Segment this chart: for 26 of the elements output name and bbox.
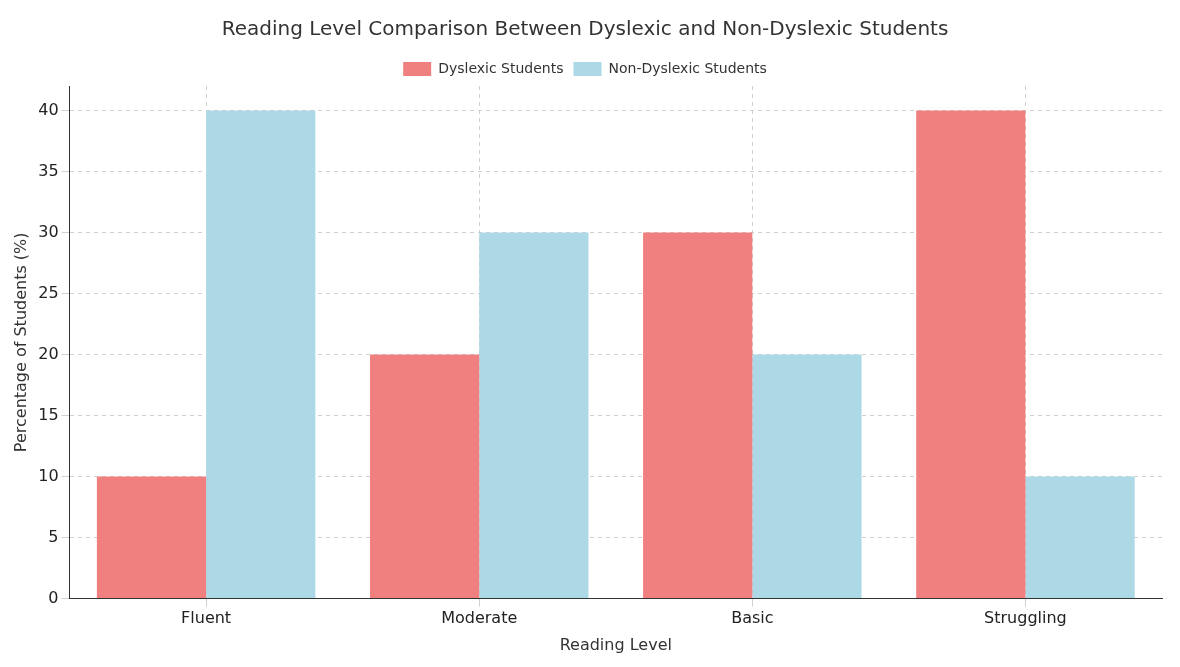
legend-label: Non-Dyslexic Students [608, 59, 767, 76]
y-tick-label: 0 [48, 587, 59, 607]
y-tick-label: 30 [38, 221, 59, 241]
bar [752, 354, 862, 599]
y-tick-label: 10 [38, 465, 59, 485]
y-tick-label: 20 [38, 343, 59, 363]
legend-label: Dyslexic Students [438, 59, 564, 76]
x-tick-label: Struggling [984, 608, 1067, 628]
y-tick-label: 40 [38, 99, 59, 119]
x-tick-label: Basic [731, 608, 774, 628]
y-tick-label: 15 [38, 404, 59, 424]
bar [206, 110, 316, 599]
bar [369, 354, 480, 599]
x-tick-label: Moderate [441, 608, 518, 628]
chart-title: Reading Level Comparison Between Dyslexic and Non-Dyslexic Students [221, 16, 949, 41]
bar [479, 232, 589, 599]
y-axis-title: Percentage of Students (%) [10, 232, 30, 453]
y-tick-label: 35 [38, 160, 59, 180]
y-tick-label: 25 [38, 282, 59, 302]
x-tick-label: Fluent [181, 608, 232, 628]
bar [916, 110, 1026, 599]
x-axis-title: Reading Level [559, 634, 672, 654]
bar [1025, 476, 1135, 599]
y-tick-label: 5 [48, 526, 59, 546]
bar [643, 232, 753, 599]
bar [96, 476, 207, 599]
